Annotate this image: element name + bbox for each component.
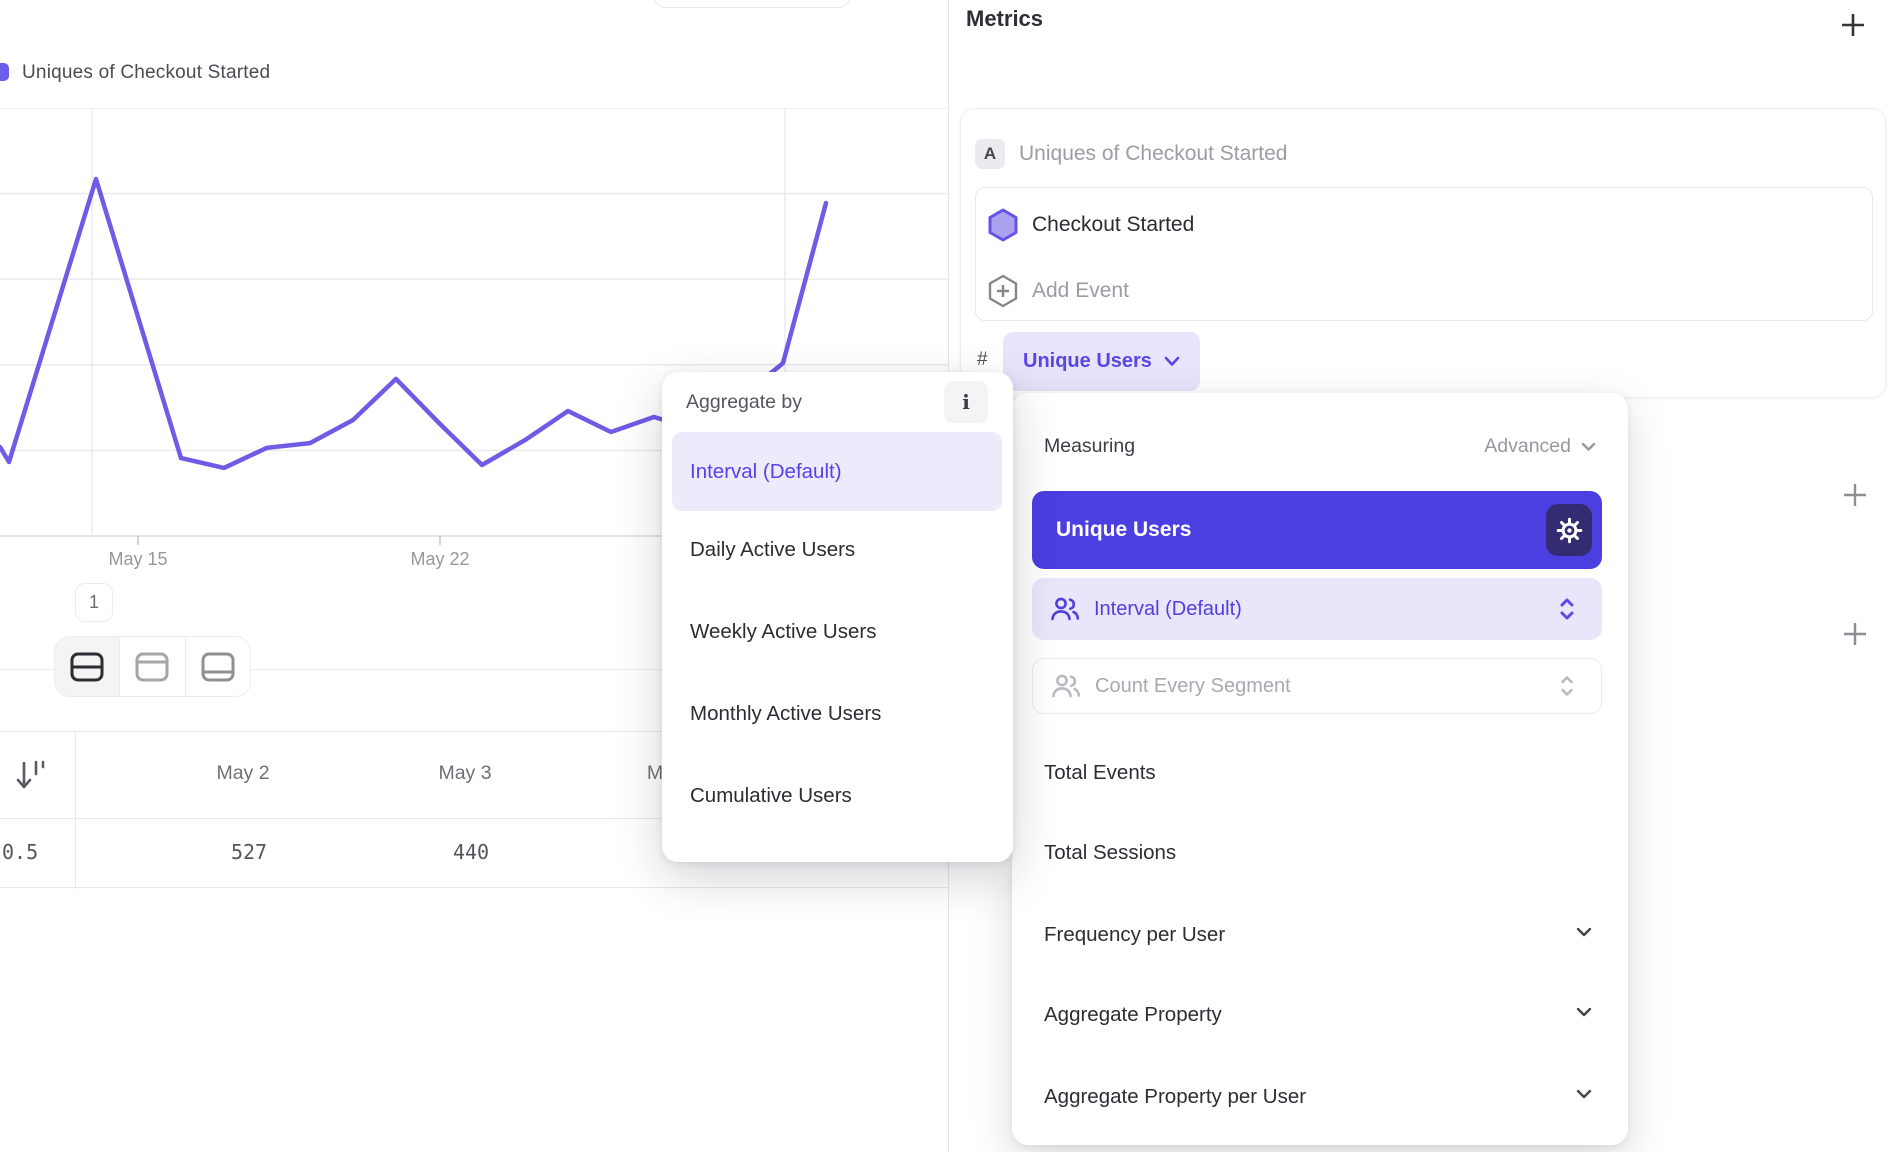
add-breakdown-button[interactable]	[1842, 621, 1868, 647]
add-event-label: Add Event	[1032, 279, 1129, 302]
chevron-down-icon	[1576, 927, 1592, 938]
aggregate-option-daily-active-users[interactable]: Daily Active Users	[690, 538, 856, 561]
table-row-label-clipped: 0.5	[2, 840, 39, 864]
table-col-header-clipped[interactable]: M	[646, 762, 664, 784]
legend-series-label: Uniques of Checkout Started	[22, 62, 271, 83]
measuring-popup: Measuring Advanced Unique Users	[1012, 393, 1628, 1145]
event-name: Checkout Started	[1032, 213, 1195, 236]
aggregate-by-popup: Aggregate by i Interval (Default) Daily …	[662, 372, 1013, 862]
top-bar-icon	[135, 652, 169, 681]
add-filter-button[interactable]	[1842, 482, 1868, 508]
layout-top-bar-button[interactable]	[119, 637, 185, 696]
metric-card: A Uniques of Checkout Started Checkout S…	[960, 108, 1886, 398]
event-box: Checkout Started Add Event	[975, 187, 1873, 321]
selected-measuring-label: Unique Users	[1056, 518, 1192, 541]
table-col-header[interactable]: May 3	[438, 762, 492, 784]
sort-button[interactable]	[16, 758, 46, 799]
segment-aggregation-dropdown[interactable]: Count Every Segment	[1032, 658, 1602, 714]
advanced-mode-dropdown[interactable]: Advanced	[1484, 435, 1596, 458]
chevron-down-icon	[1576, 1089, 1592, 1100]
gear-icon	[1556, 517, 1582, 543]
add-metric-button[interactable]	[1838, 10, 1868, 40]
clipped-toolbar-button[interactable]	[653, 0, 851, 8]
table-col-header[interactable]: May 2	[216, 762, 270, 784]
counting-symbol: #	[977, 349, 988, 370]
event-hexagon-icon	[988, 208, 1018, 242]
plus-icon	[1842, 14, 1864, 36]
metrics-panel-title: Metrics	[966, 6, 1044, 31]
table-header-row	[0, 732, 948, 819]
aggregate-by-label: Aggregate by	[686, 391, 803, 413]
series-count-badge[interactable]: 1	[75, 583, 113, 622]
measuring-label: Measuring	[1044, 435, 1136, 457]
advanced-label: Advanced	[1484, 435, 1571, 457]
x-axis-tick-may-15: May 15	[108, 549, 168, 569]
panel-layout-toggle-group	[54, 636, 251, 697]
per-user-aggregation-dropdown[interactable]: Interval (Default)	[1032, 578, 1602, 640]
measuring-option-total-sessions[interactable]: Total Sessions	[1044, 841, 1177, 864]
chevron-down-icon	[1581, 442, 1596, 451]
unfold-icon	[1558, 596, 1576, 622]
aggregate-option-interval-default[interactable]: Interval (Default)	[672, 432, 1002, 511]
layout-split-horizontal-button[interactable]	[55, 637, 120, 696]
table-cell: 527	[230, 840, 268, 864]
users-icon	[1050, 596, 1080, 622]
plus-icon	[1844, 484, 1866, 506]
aggregate-selected-label: Interval (Default)	[690, 459, 842, 483]
add-event-hexagon-icon	[988, 274, 1018, 308]
table-column-divider	[75, 732, 76, 889]
measuring-option-frequency-per-user[interactable]: Frequency per User	[1044, 923, 1226, 946]
segment-aggregation-value: Count Every Segment	[1095, 674, 1291, 697]
layout-bottom-bar-button[interactable]	[184, 637, 250, 696]
per-user-aggregation-value: Interval (Default)	[1094, 597, 1242, 620]
aggregate-option-monthly-active-users[interactable]: Monthly Active Users	[690, 702, 882, 725]
event-row[interactable]: Checkout Started	[988, 208, 1194, 242]
add-event-row[interactable]: Add Event	[988, 274, 1129, 308]
unfold-icon	[1559, 674, 1575, 698]
table-cell: 440	[452, 840, 490, 864]
x-axis-tick-may-22: May 22	[410, 549, 470, 569]
counting-method-dropdown[interactable]: Unique Users	[1003, 332, 1200, 391]
section-divider	[0, 669, 948, 670]
metric-name-placeholder[interactable]: Uniques of Checkout Started	[1019, 142, 1288, 165]
measuring-option-unique-users[interactable]: Unique Users	[1032, 491, 1602, 569]
measuring-option-total-events[interactable]: Total Events	[1044, 761, 1156, 784]
users-icon	[1051, 673, 1081, 699]
measuring-option-aggregate-property[interactable]: Aggregate Property	[1044, 1003, 1222, 1026]
sort-descending-icon	[16, 760, 45, 789]
measuring-option-aggregate-property-per-user[interactable]: Aggregate Property per User	[1044, 1085, 1307, 1108]
metric-letter-badge: A	[975, 139, 1005, 169]
aggregate-option-cumulative-users[interactable]: Cumulative Users	[690, 784, 852, 807]
legend-swatch	[0, 63, 9, 81]
split-horizontal-icon	[70, 652, 104, 681]
info-icon[interactable]: i	[944, 381, 988, 423]
plus-icon	[1844, 623, 1866, 645]
counting-method-value: Unique Users	[1023, 350, 1152, 372]
chevron-down-icon	[1164, 356, 1180, 366]
measuring-settings-button[interactable]	[1546, 504, 1592, 556]
aggregate-option-weekly-active-users[interactable]: Weekly Active Users	[690, 620, 877, 643]
chevron-down-icon	[1576, 1007, 1592, 1018]
bottom-bar-icon	[201, 652, 235, 681]
chart-legend: Uniques of Checkout Started	[0, 60, 270, 86]
